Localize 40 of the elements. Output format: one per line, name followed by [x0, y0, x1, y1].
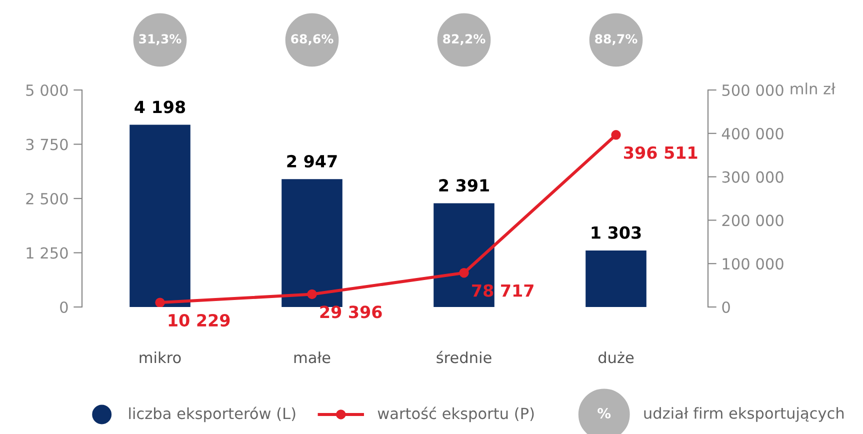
y2-tick-label: 300 000	[722, 171, 784, 183]
y2-tick-label: 200 000	[722, 214, 784, 226]
y2-tick-label: 500 000	[722, 84, 784, 96]
x-tick-label: mikro	[140, 351, 181, 364]
y-tick-label: 2 500	[26, 192, 68, 205]
data-label: 78 717	[472, 284, 534, 297]
text: %	[598, 408, 611, 418]
point	[307, 289, 317, 300]
bar	[586, 250, 646, 307]
point	[611, 130, 621, 140]
y2-axis-title: mln zł	[790, 82, 836, 94]
text: 88,7%	[595, 34, 638, 46]
text: 31,3%	[139, 34, 182, 46]
x-tick-label: średnie	[436, 350, 492, 364]
data-label: 10 229	[168, 314, 230, 327]
y-tick-label: 3 750	[26, 138, 68, 150]
bar	[282, 179, 342, 307]
y2-tick-label: 400 000	[722, 128, 784, 140]
data-label: 4 198	[134, 100, 186, 114]
bar	[434, 203, 494, 307]
y-tick-label: 0	[60, 301, 68, 314]
data-label: 29 396	[320, 306, 382, 318]
legend-label: liczba eksporterów (L)	[129, 406, 296, 422]
x-tick-label: małe	[294, 351, 330, 364]
y2-tick-label: 0	[722, 301, 730, 314]
y-tick-label: 5 000	[26, 84, 68, 96]
data-label: 1 303	[592, 226, 641, 239]
point	[155, 298, 165, 307]
y-tick-label: 1 250	[26, 247, 68, 259]
x-tick-label: duże	[598, 351, 634, 364]
bar	[130, 124, 190, 307]
data-label: 2 391	[439, 179, 489, 192]
data-label: 396 511	[624, 146, 698, 159]
legend-label: wartość eksportu (P)	[378, 406, 534, 422]
text: 68,6%	[291, 34, 334, 46]
point	[459, 268, 469, 278]
text: udział firm eksportujących	[644, 407, 844, 422]
data-label: 2 947	[287, 154, 337, 168]
text: 82,2%	[443, 34, 486, 46]
y2-tick-label: 100 000	[722, 258, 784, 270]
